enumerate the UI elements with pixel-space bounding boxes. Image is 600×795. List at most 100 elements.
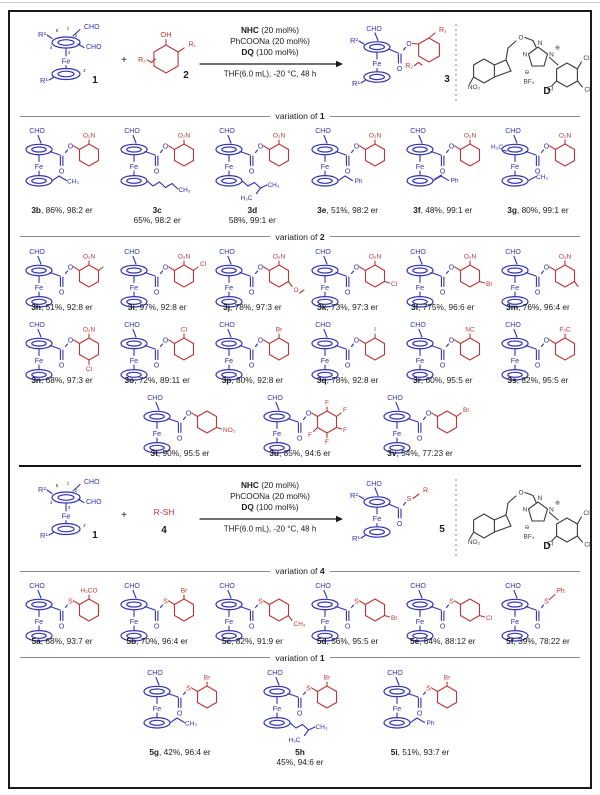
compound-caption: 3h, 51%, 92:8 er bbox=[15, 302, 109, 312]
compound-result: 84%, 88:12 er bbox=[423, 636, 476, 647]
svg-text:Br: Br bbox=[204, 674, 211, 681]
svg-text:O: O bbox=[249, 169, 255, 176]
compound-caption: 3l, 775%, 96:6 er bbox=[396, 302, 490, 312]
svg-text:O: O bbox=[163, 144, 169, 151]
svg-text:F: F bbox=[343, 407, 347, 414]
compound-id: 3l bbox=[411, 301, 419, 312]
svg-text:Ph: Ph bbox=[427, 720, 435, 727]
svg-text:Cl: Cl bbox=[583, 55, 590, 62]
svg-text:CHO: CHO bbox=[220, 128, 236, 135]
svg-text:CHO: CHO bbox=[84, 479, 100, 486]
compound-5a: CHO Fe O S H₃CO 5a, 68%, 93:7 er bbox=[15, 579, 109, 646]
compound-structure: CHO Fe O S Br CH₃ bbox=[133, 666, 227, 746]
svg-text:THF(6.0 mL), -20 °C, 48 h: THF(6.0 mL), -20 °C, 48 h bbox=[224, 525, 317, 534]
compound-result: 72%, 89:11 er bbox=[138, 375, 190, 386]
svg-text:H₃C: H₃C bbox=[241, 195, 253, 202]
compound-structure: CHO Fe O O I bbox=[301, 318, 395, 381]
compound-5f: CHO Fe O S Ph 5f, 39%, 78:22 er bbox=[491, 579, 585, 646]
compound-id: 3o bbox=[124, 375, 135, 386]
compound-caption: 5e, 84%, 88:12 er bbox=[396, 636, 490, 646]
svg-text:CH₃: CH₃ bbox=[185, 720, 197, 727]
compound-3l: CHO Fe O O O₂N Br 3l, 775%, 96:6 er bbox=[396, 245, 493, 312]
svg-text:CHO: CHO bbox=[366, 481, 382, 488]
svg-text:CH₃: CH₃ bbox=[179, 187, 191, 194]
svg-text:O: O bbox=[449, 338, 455, 345]
svg-text:R¹: R¹ bbox=[40, 76, 48, 85]
svg-text:R²: R² bbox=[38, 30, 46, 39]
svg-text:O: O bbox=[59, 289, 65, 296]
compound-result: 80%, 99:1 er bbox=[521, 205, 569, 215]
svg-text:PhCOONa (20 mol%): PhCOONa (20 mol%) bbox=[230, 36, 310, 46]
compound-structure: CHO Fe O S Cl bbox=[396, 579, 493, 642]
svg-text:Fe: Fe bbox=[393, 429, 401, 438]
svg-text:R₁: R₁ bbox=[439, 27, 447, 34]
svg-text:Cl: Cl bbox=[486, 615, 493, 622]
svg-text:N: N bbox=[549, 507, 554, 514]
svg-text:R¹: R¹ bbox=[352, 534, 360, 543]
compound-caption: 3s, 82%, 95:5 er bbox=[491, 375, 585, 385]
svg-text:O: O bbox=[535, 624, 541, 631]
compound-5c: CHO Fe O S CH₃ 5c, 82%, 91:9 er bbox=[205, 579, 306, 647]
compound-caption: 3d 58%, 99:1 er bbox=[205, 205, 299, 226]
compound-3k: CHO Fe O O O₂N Cl 3k, 73%, 97:3 er bbox=[301, 245, 397, 312]
compound-id: 3f bbox=[413, 205, 421, 215]
svg-text:O: O bbox=[544, 338, 550, 345]
svg-text:CHO: CHO bbox=[315, 583, 331, 590]
compound-result: 54%, 77:23 er bbox=[401, 448, 453, 459]
compound-result: 86%, 98:2 er bbox=[45, 205, 93, 215]
svg-text:D: D bbox=[543, 541, 550, 552]
svg-text:O₂N: O₂N bbox=[464, 133, 477, 140]
compound-3f: CHO Fe O O O₂N Ph 3f, 48%, 99:1 er bbox=[396, 124, 490, 226]
svg-text:Ph: Ph bbox=[450, 178, 458, 185]
svg-text:CH₃: CH₃ bbox=[67, 179, 79, 186]
svg-text:O: O bbox=[249, 624, 255, 631]
compound-structure: CHO Fe O O O₂N O bbox=[205, 245, 305, 308]
svg-text:Fe: Fe bbox=[62, 512, 71, 521]
compound-caption: 5b, 70%, 96:4 er bbox=[110, 636, 204, 646]
compound-structure: CHO Fe O O Cl bbox=[110, 318, 204, 381]
svg-text:PhCOONa (20 mol%): PhCOONa (20 mol%) bbox=[230, 491, 310, 501]
compound-caption: 5a, 68%, 93:7 er bbox=[15, 636, 109, 646]
svg-text:3: 3 bbox=[444, 74, 450, 85]
compound-structure: CHO Fe O O O₂N CH₃ H₃C bbox=[205, 124, 299, 204]
svg-text:CHO: CHO bbox=[29, 249, 45, 256]
svg-text:O: O bbox=[518, 35, 523, 42]
svg-text:CH₃: CH₃ bbox=[536, 174, 548, 181]
compound-structure: CHO Fe O S Br Ph bbox=[373, 666, 467, 746]
compound-caption: 3t, 90%, 95:5 er bbox=[133, 448, 227, 458]
svg-text:CHO: CHO bbox=[315, 249, 331, 256]
svg-text:O: O bbox=[258, 144, 264, 151]
compound-caption: 3u, 85%, 94:6 er bbox=[253, 448, 347, 458]
caption-separator: , bbox=[231, 636, 236, 647]
compound-id: 3i bbox=[127, 301, 135, 312]
svg-text:CHO: CHO bbox=[387, 395, 403, 402]
svg-text:N: N bbox=[538, 495, 543, 502]
divider-line-right bbox=[329, 115, 580, 117]
compound-caption: 3m, 76%, 96:4 er bbox=[491, 302, 585, 312]
svg-text:Fe: Fe bbox=[511, 356, 519, 365]
svg-text:Fe: Fe bbox=[130, 356, 138, 365]
svg-text:O: O bbox=[406, 41, 412, 48]
svg-text:O: O bbox=[417, 436, 423, 443]
svg-text:CHO: CHO bbox=[366, 26, 382, 33]
svg-text:Ph: Ph bbox=[556, 588, 565, 595]
svg-text:O: O bbox=[154, 363, 160, 370]
svg-text:+: + bbox=[121, 510, 127, 521]
compound-id: 3n bbox=[31, 375, 41, 386]
svg-text:O₂N: O₂N bbox=[273, 253, 286, 260]
svg-text:Fe: Fe bbox=[320, 356, 328, 365]
svg-text:R²: R² bbox=[350, 491, 358, 500]
svg-text:CHO: CHO bbox=[505, 128, 521, 135]
svg-text:Fe: Fe bbox=[511, 617, 519, 626]
svg-text:CHO: CHO bbox=[505, 583, 521, 590]
compound-structure: CHO Fe O S H₃CO bbox=[15, 579, 109, 642]
svg-text:3: 3 bbox=[68, 505, 71, 510]
caption-separator: , bbox=[420, 375, 426, 386]
compound-structure: CHO Fe O O O₂N Cl bbox=[110, 245, 207, 308]
svg-text:O: O bbox=[518, 490, 523, 497]
svg-text:4: 4 bbox=[161, 525, 167, 536]
svg-text:O: O bbox=[249, 289, 255, 296]
caption-separator: , bbox=[419, 636, 424, 647]
scheme-2: R² 5 1 2 3 4 CHO CHO Fe R¹ 1' 1 + R-SH 4 NHC (20 mol%) P… bbox=[12, 472, 590, 562]
svg-text:O: O bbox=[258, 338, 264, 345]
